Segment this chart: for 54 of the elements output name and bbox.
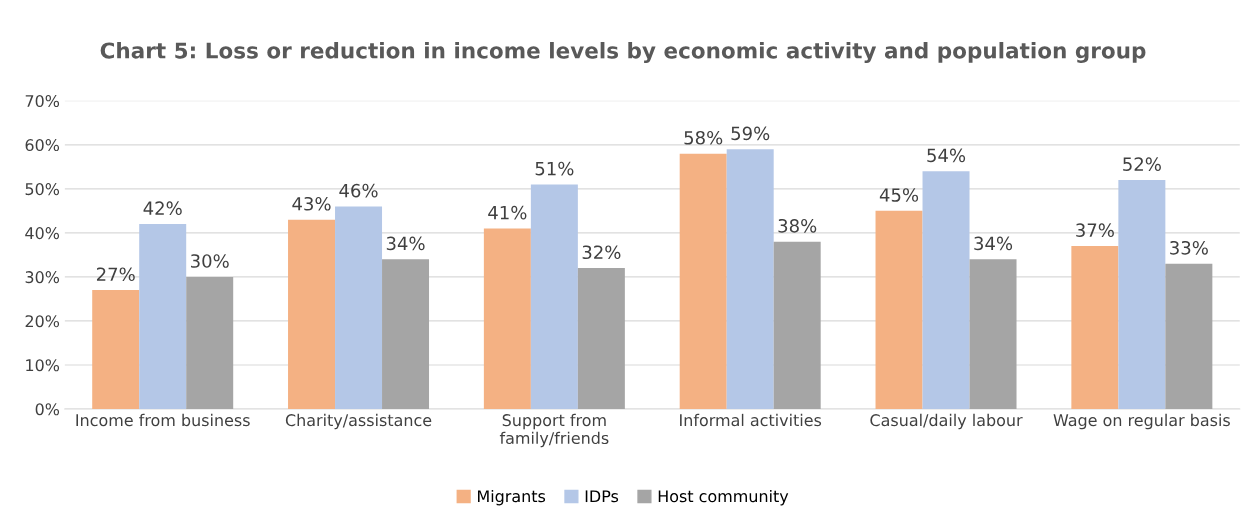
data-label: 38% <box>778 218 817 233</box>
data-label: 34% <box>386 236 425 251</box>
bar <box>382 259 430 409</box>
data-label: 54% <box>927 148 966 163</box>
bar <box>679 153 727 409</box>
bar <box>186 276 234 409</box>
y-tick-label: 50% <box>25 183 60 196</box>
bar <box>969 259 1017 409</box>
legend-label: IDPs <box>585 490 619 503</box>
data-label: 32% <box>582 245 621 260</box>
bar <box>530 184 578 409</box>
data-label: 51% <box>535 161 574 176</box>
data-label: 33% <box>1170 240 1208 255</box>
data-label: 30% <box>191 254 229 268</box>
bar <box>1165 263 1213 409</box>
data-label: 34% <box>974 236 1013 251</box>
x-tick-label: Informal activities <box>680 413 822 427</box>
bar <box>577 268 625 409</box>
bar <box>1071 246 1119 409</box>
data-label: 27% <box>96 267 135 282</box>
y-tick-label: 20% <box>25 315 60 328</box>
data-label: 59% <box>731 126 770 141</box>
chart-title: Chart 5: Loss or reduction in income levels by economic activity and population group <box>100 42 1146 63</box>
x-tick-label: Income from business <box>76 413 250 427</box>
bar <box>773 241 821 409</box>
y-tick-label: 30% <box>25 271 60 284</box>
bar <box>288 219 336 409</box>
bar <box>92 290 140 409</box>
bar <box>139 224 187 409</box>
bar <box>335 206 383 409</box>
data-label: 42% <box>143 201 182 216</box>
data-label: 45% <box>879 188 919 202</box>
bar <box>875 210 923 409</box>
bar <box>1118 180 1166 409</box>
bar <box>726 149 774 409</box>
y-tick-label: 60% <box>25 139 60 152</box>
y-tick-label: 0% <box>35 403 60 416</box>
data-label: 46% <box>339 183 378 198</box>
x-tick-label: Casual/daily labour <box>870 413 1023 430</box>
y-tick-label: 40% <box>25 227 60 240</box>
x-tick-label: Charity/assistance <box>285 413 432 430</box>
legend-label: Host community <box>658 489 789 506</box>
data-label: 52% <box>1123 157 1161 171</box>
bar <box>922 171 970 409</box>
data-label: 43% <box>292 196 331 211</box>
data-label: 37% <box>1076 223 1114 238</box>
y-tick-label: 70% <box>25 95 60 108</box>
bar <box>483 228 531 409</box>
x-tick-label: Wage on regular basis <box>1053 413 1230 430</box>
y-tick-label: 10% <box>26 359 60 372</box>
data-label: 41% <box>488 205 527 220</box>
x-tick-label: Support from family/friends <box>499 413 609 448</box>
legend-label: Migrants <box>478 489 546 506</box>
data-label: 58% <box>684 130 723 145</box>
